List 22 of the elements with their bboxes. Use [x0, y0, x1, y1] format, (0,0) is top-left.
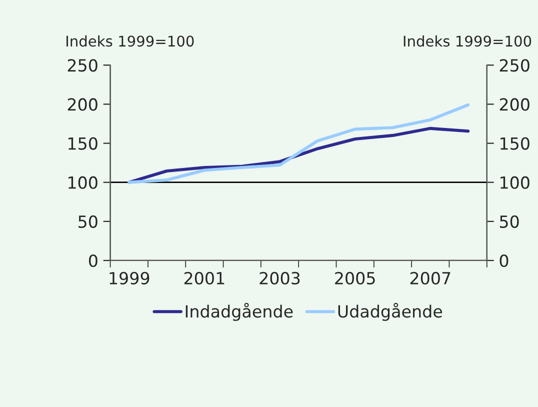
x-tick-label: 2005: [335, 272, 375, 284]
y2-axis-title: Indeks 1999=100: [404, 35, 532, 47]
y-tick-label: 100: [68, 176, 98, 189]
legend-label: Udadgående: [338, 302, 442, 321]
x-tick-label: 2001: [184, 272, 224, 284]
line-series: [128, 103, 470, 184]
y-tick-label: 250: [68, 59, 98, 72]
x-tick-label: 1999: [110, 272, 150, 284]
legend-label: Indadgående: [186, 302, 293, 321]
y2-tick-label: 150: [500, 137, 530, 150]
y2-tick-label: 0: [500, 254, 508, 268]
y2-tick-label: 50: [500, 215, 519, 228]
y2-tick-label: 250: [500, 59, 530, 72]
x-tick-label: 2003: [260, 272, 300, 284]
y2-tick-label: 200: [500, 98, 530, 111]
y2-tick-label: 100: [500, 176, 530, 189]
y-tick-label: 150: [68, 137, 98, 150]
y-tick-label: 50: [78, 215, 98, 228]
y-tick-label: 200: [68, 98, 98, 111]
y-tick-label: 0: [88, 254, 98, 268]
y-axis-title: Indeks 1999=100: [66, 35, 194, 47]
x-tick-label: 2007: [410, 272, 450, 284]
